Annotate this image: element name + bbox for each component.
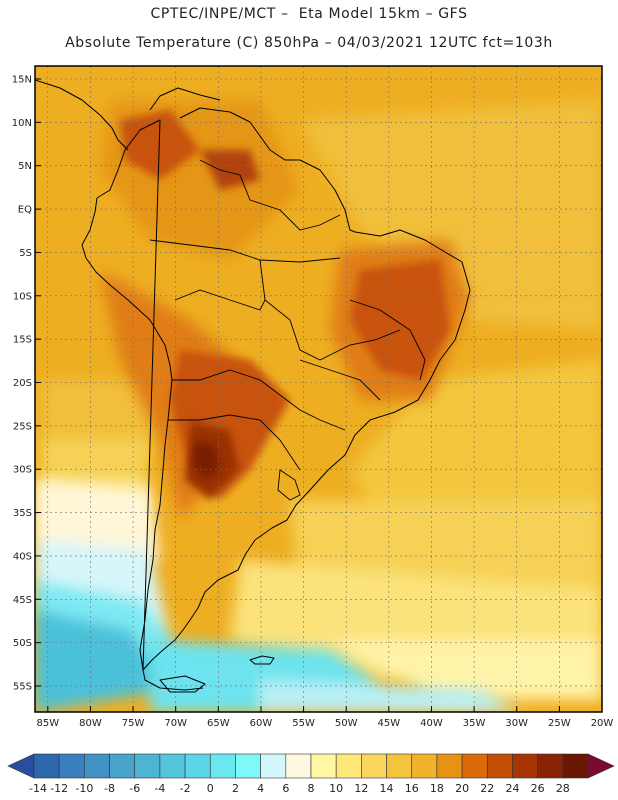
lat-label: 55S (13, 681, 32, 692)
colorbar-swatch (134, 753, 161, 779)
colorbar-swatch (436, 753, 463, 779)
colorbar-swatch (109, 753, 136, 779)
colorbar-swatch (562, 753, 589, 779)
colorbar-label: 14 (380, 782, 394, 795)
lon-label: 55W (292, 718, 315, 729)
colorbar-label: 24 (505, 782, 519, 795)
colorbar-swatch (33, 753, 60, 779)
colorbar-label: 20 (455, 782, 469, 795)
colorbar-labels: -14 -12 -10 -8 -6 -4 -2 0 2 4 6 8 10 12 14 16 18 20 22 24 26… (29, 782, 570, 795)
atlantic-band-10 (330, 640, 602, 700)
colorbar-swatch (84, 753, 110, 779)
colorbar-swatch (361, 753, 387, 779)
lon-label: 80W (79, 718, 102, 729)
colorbar-label: -8 (104, 782, 115, 795)
argentina-max (192, 440, 220, 480)
south-america-coast (81, 107, 471, 691)
lon-label: 45W (378, 718, 401, 729)
colorbar-swatch (411, 753, 438, 779)
lon-label: 25W (548, 718, 571, 729)
lat-label: 5S (19, 248, 32, 259)
lon-label: 60W (250, 718, 273, 729)
lon-label: 50W (335, 718, 358, 729)
map-frame (34, 65, 603, 713)
tierra-del-fuego (159, 675, 206, 693)
lon-label: 20W (591, 718, 614, 729)
lat-label: 5N (18, 161, 32, 172)
colorbar-swatch (159, 753, 186, 779)
colorbar-label: -14 (29, 782, 47, 795)
drake-band-6 (260, 680, 520, 712)
lon-label: 35W (463, 718, 486, 729)
venezuela-hot (200, 150, 260, 190)
colorbar-label: 28 (556, 782, 570, 795)
caribbean-coast (149, 87, 221, 111)
colorbar-label: -2 (180, 782, 191, 795)
colorbar-swatch (184, 753, 211, 779)
colorbar-label: -12 (50, 782, 68, 795)
lat-label: EQ (18, 205, 32, 216)
colorbar-label: 4 (257, 782, 264, 795)
chart-title-line-2: Absolute Temperature (C) 850hPa – 04/03/… (65, 35, 553, 51)
colombia-hot (120, 110, 200, 180)
colorbar-label: 18 (430, 782, 444, 795)
chart-title-line-1: CPTEC/INPE/MCT – Eta Model 15km – GFS (150, 6, 468, 22)
colorbar-label: -6 (129, 782, 140, 795)
lat-label: 20S (13, 378, 32, 389)
colorbar-swatch (335, 753, 362, 779)
colorbar-swatch (235, 753, 261, 779)
colorbar (7, 753, 615, 779)
colorbar-swatch (386, 753, 413, 779)
lon-label: 40W (420, 718, 443, 729)
central-america-coast (35, 79, 129, 151)
lat-label: 15S (13, 335, 32, 346)
colorbar-max-arrow (587, 753, 615, 779)
colorbar-label: 16 (405, 782, 419, 795)
colorbar-swatch (58, 753, 85, 779)
colorbar-label: 6 (282, 782, 289, 795)
coastlines (35, 79, 471, 693)
lon-label: 65W (207, 718, 230, 729)
lon-label: 70W (164, 718, 187, 729)
lat-label: 10N (12, 118, 32, 129)
lat-label: 30S (13, 465, 32, 476)
pacific-band-0 (35, 610, 170, 712)
colorbar-swatch (486, 753, 513, 779)
colorbar-swatch (537, 753, 564, 779)
colorbar-swatch (209, 753, 236, 779)
temperature-field (35, 66, 602, 712)
colorbar-label: -4 (154, 782, 165, 795)
northeast-brazil-hot (350, 260, 450, 380)
lon-label: 75W (122, 718, 145, 729)
colorbar-label: 8 (308, 782, 315, 795)
colorbar-swatch (285, 753, 312, 779)
lat-label: 15N (12, 75, 32, 86)
colorbar-label: 2 (232, 782, 239, 795)
colorbar-swatch (512, 753, 538, 779)
falklands (249, 655, 275, 665)
lon-label: 30W (505, 718, 528, 729)
colorbar-swatch (461, 753, 488, 779)
colorbar-label: 0 (207, 782, 214, 795)
lat-label: 40S (13, 551, 32, 562)
colorbar-label: -10 (75, 782, 93, 795)
colorbar-label: 26 (531, 782, 545, 795)
colorbar-label: 22 (480, 782, 494, 795)
latitude-labels: 15N 10N 5N EQ 5S 10S 15S 20S 25S 30S 35S 40S 45S 50S 5… (12, 75, 41, 692)
colorbar-label: 10 (329, 782, 343, 795)
colorbar-label: 12 (354, 782, 368, 795)
colorbar-swatch (260, 753, 287, 779)
longitude-labels: 85W 80W 75W 70W 65W 60W 55W 50W 45W 40W 35W 30W 25W 2… (36, 706, 613, 729)
lat-label: 25S (13, 421, 32, 432)
lat-label: 50S (13, 638, 32, 649)
lat-label: 45S (13, 595, 32, 606)
lat-label: 35S (13, 508, 32, 519)
country-borders (149, 159, 426, 501)
atlantic-band-18 (300, 100, 602, 330)
colorbar-min-arrow (7, 753, 35, 779)
colorbar-swatch (310, 753, 337, 779)
lat-label: 10S (13, 291, 32, 302)
lon-label: 85W (36, 718, 59, 729)
